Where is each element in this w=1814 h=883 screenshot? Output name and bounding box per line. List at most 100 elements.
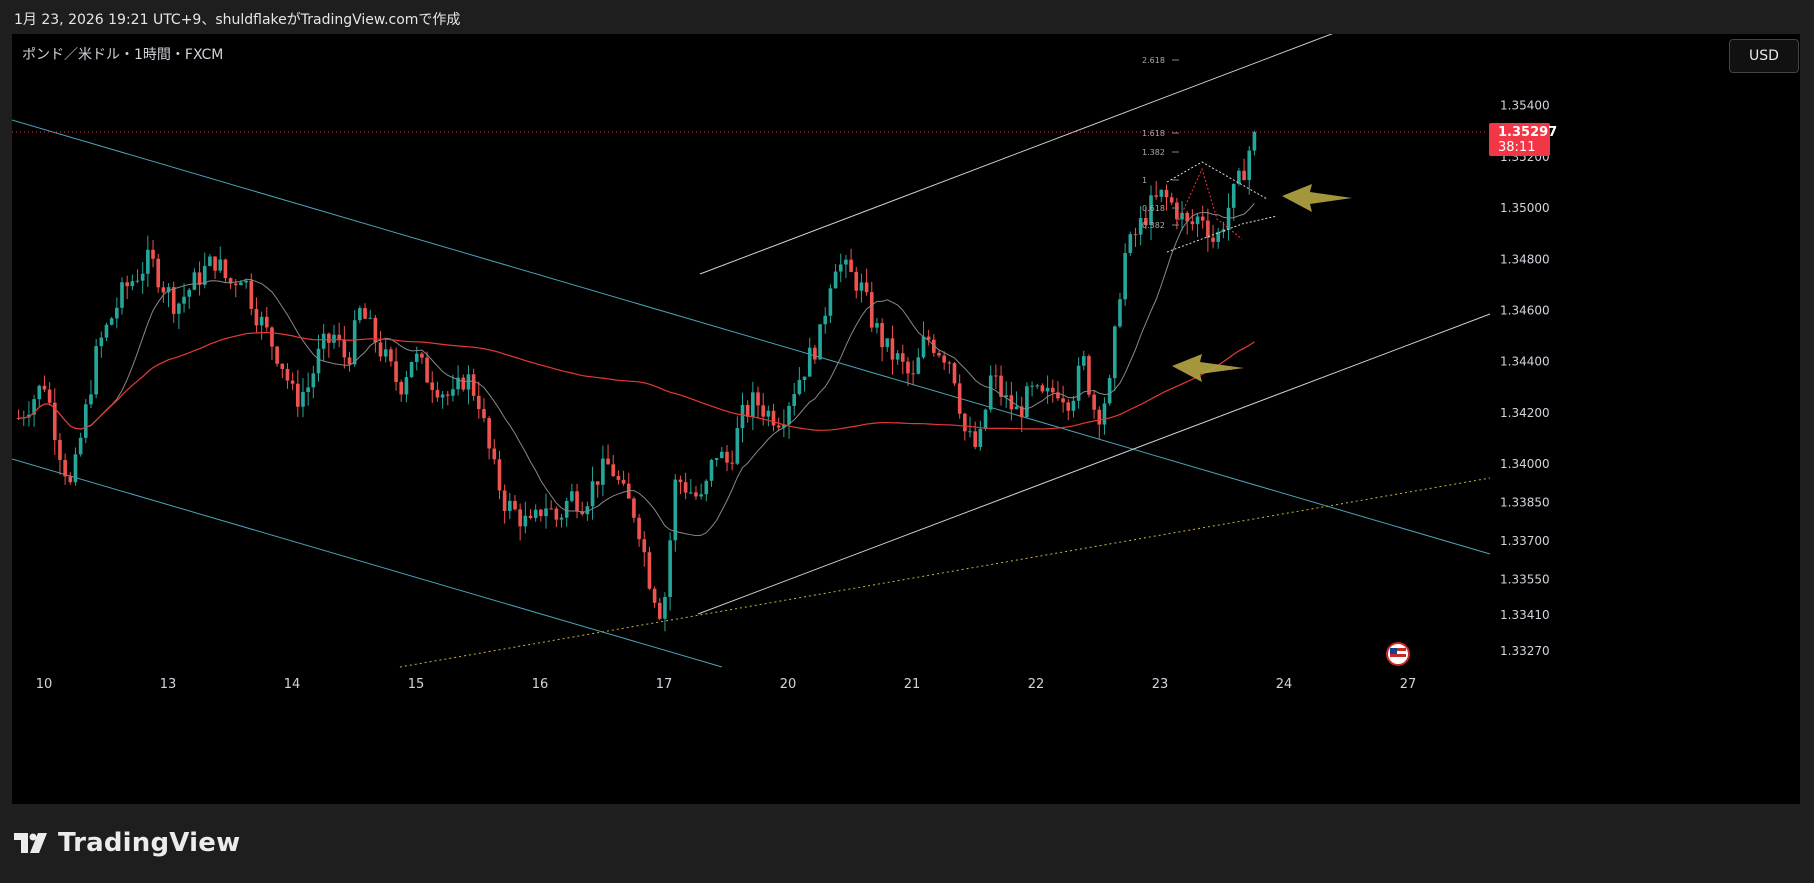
candle-body: [52, 402, 57, 440]
candle-body: [994, 375, 998, 377]
candle-body: [1128, 234, 1133, 253]
candle-body: [249, 280, 254, 309]
candle-body: [1133, 234, 1138, 236]
candle-body: [182, 296, 186, 304]
tradingview-logo-icon: [14, 833, 47, 853]
candle-body: [973, 431, 977, 447]
candle-body: [823, 315, 828, 325]
y-tick-label: 1.33410: [1500, 608, 1550, 622]
candle-body: [725, 451, 729, 463]
candle-body: [1123, 252, 1127, 300]
channel-lower-line: [12, 458, 723, 668]
candle-body: [854, 271, 859, 291]
candle-body: [120, 282, 124, 308]
candle-body: [999, 375, 1003, 397]
candle-body: [539, 509, 543, 517]
candle-body: [523, 515, 528, 527]
candle-body: [699, 494, 703, 497]
candle-body: [47, 389, 52, 403]
candle-body: [306, 387, 310, 393]
candle-body: [358, 308, 362, 321]
candle-body: [756, 392, 760, 406]
candle-body: [461, 377, 466, 390]
x-tick-label: 23: [1152, 677, 1169, 692]
y-tick-label: 1.34000: [1500, 457, 1550, 471]
candle-body: [1175, 202, 1179, 220]
candle-body: [1154, 195, 1158, 197]
candle-body: [161, 287, 166, 293]
candle-body: [1237, 170, 1241, 184]
candle-body: [802, 376, 807, 380]
footer-logo[interactable]: TradingView: [14, 828, 240, 858]
candle-body: [1056, 392, 1060, 399]
currency-button[interactable]: USD: [1729, 39, 1799, 73]
candle-body: [688, 492, 693, 494]
candle-body: [1144, 218, 1148, 226]
candle-body: [601, 458, 605, 485]
candle-body: [130, 281, 135, 287]
candle-body: [146, 249, 150, 274]
candle-body: [740, 404, 745, 429]
candle-body: [140, 273, 145, 281]
candle-body: [606, 458, 610, 465]
candle-body: [911, 373, 915, 375]
candle-body: [125, 282, 129, 287]
candle-body: [337, 334, 341, 340]
y-tick-label: 1.34400: [1500, 355, 1550, 369]
current-price-value: 1.35297: [1498, 125, 1557, 140]
candle-body: [683, 482, 688, 493]
candle-body: [1097, 409, 1102, 425]
candle-body: [864, 282, 869, 293]
candle-body: [1087, 356, 1091, 395]
candle-body: [678, 479, 683, 483]
flag-lower-line: [1166, 215, 1278, 253]
y-tick-label: 1.35400: [1500, 99, 1550, 113]
candle-body: [296, 383, 300, 407]
candle-body: [575, 491, 579, 512]
candle-body: [1040, 385, 1045, 392]
candle-body: [906, 361, 910, 374]
candle-body: [580, 511, 585, 515]
x-tick-label: 27: [1400, 677, 1417, 692]
x-tick-label: 21: [904, 677, 921, 692]
candle-body: [885, 338, 890, 348]
candle-body: [1211, 237, 1215, 242]
candle-body: [109, 318, 114, 325]
candle-body: [797, 379, 802, 395]
fib-level-label: 2.618: [1142, 56, 1165, 65]
symbol-title[interactable]: ポンド／米ドル・1時間・FXCM: [22, 47, 224, 63]
candle-body: [445, 394, 450, 396]
candle-body: [988, 375, 993, 410]
candle-body: [528, 515, 533, 518]
candle-body: [932, 339, 936, 353]
candle-body: [497, 459, 502, 491]
candle-body: [115, 307, 119, 319]
candle-body: [456, 377, 460, 390]
candle-body: [968, 431, 972, 433]
candle-body: [668, 540, 672, 597]
candle-body: [637, 517, 641, 540]
us-flag-stripe: [1390, 648, 1406, 651]
candle-body: [544, 508, 548, 517]
candle-body: [383, 349, 388, 357]
candle-body: [1035, 385, 1040, 387]
candle-body: [492, 448, 497, 460]
dotted-trend-line: [399, 477, 1491, 668]
candle-body: [1231, 183, 1236, 208]
annotation-arrow-lower: [1172, 354, 1244, 382]
candle-body: [1014, 406, 1019, 410]
candle-body: [1190, 221, 1195, 225]
chart-pane[interactable]: 1.35400 1.35200 1.35000 1.34800 1.34600 1.344…: [12, 34, 1800, 804]
long-moving-average: [18, 331, 1255, 431]
candle-body: [585, 506, 590, 515]
chart-canvas[interactable]: 1.354001.352001.350001.348001.346001.344…: [12, 34, 1800, 804]
candle-body: [32, 399, 36, 415]
flag-upper-line: [1166, 161, 1268, 200]
candle-body: [642, 539, 647, 553]
candle-body: [632, 498, 636, 518]
channel-upper-line: [12, 119, 1491, 555]
candle-body: [352, 320, 357, 365]
candle-body: [259, 316, 264, 326]
candle-body: [952, 363, 957, 384]
candle-body: [482, 409, 486, 419]
